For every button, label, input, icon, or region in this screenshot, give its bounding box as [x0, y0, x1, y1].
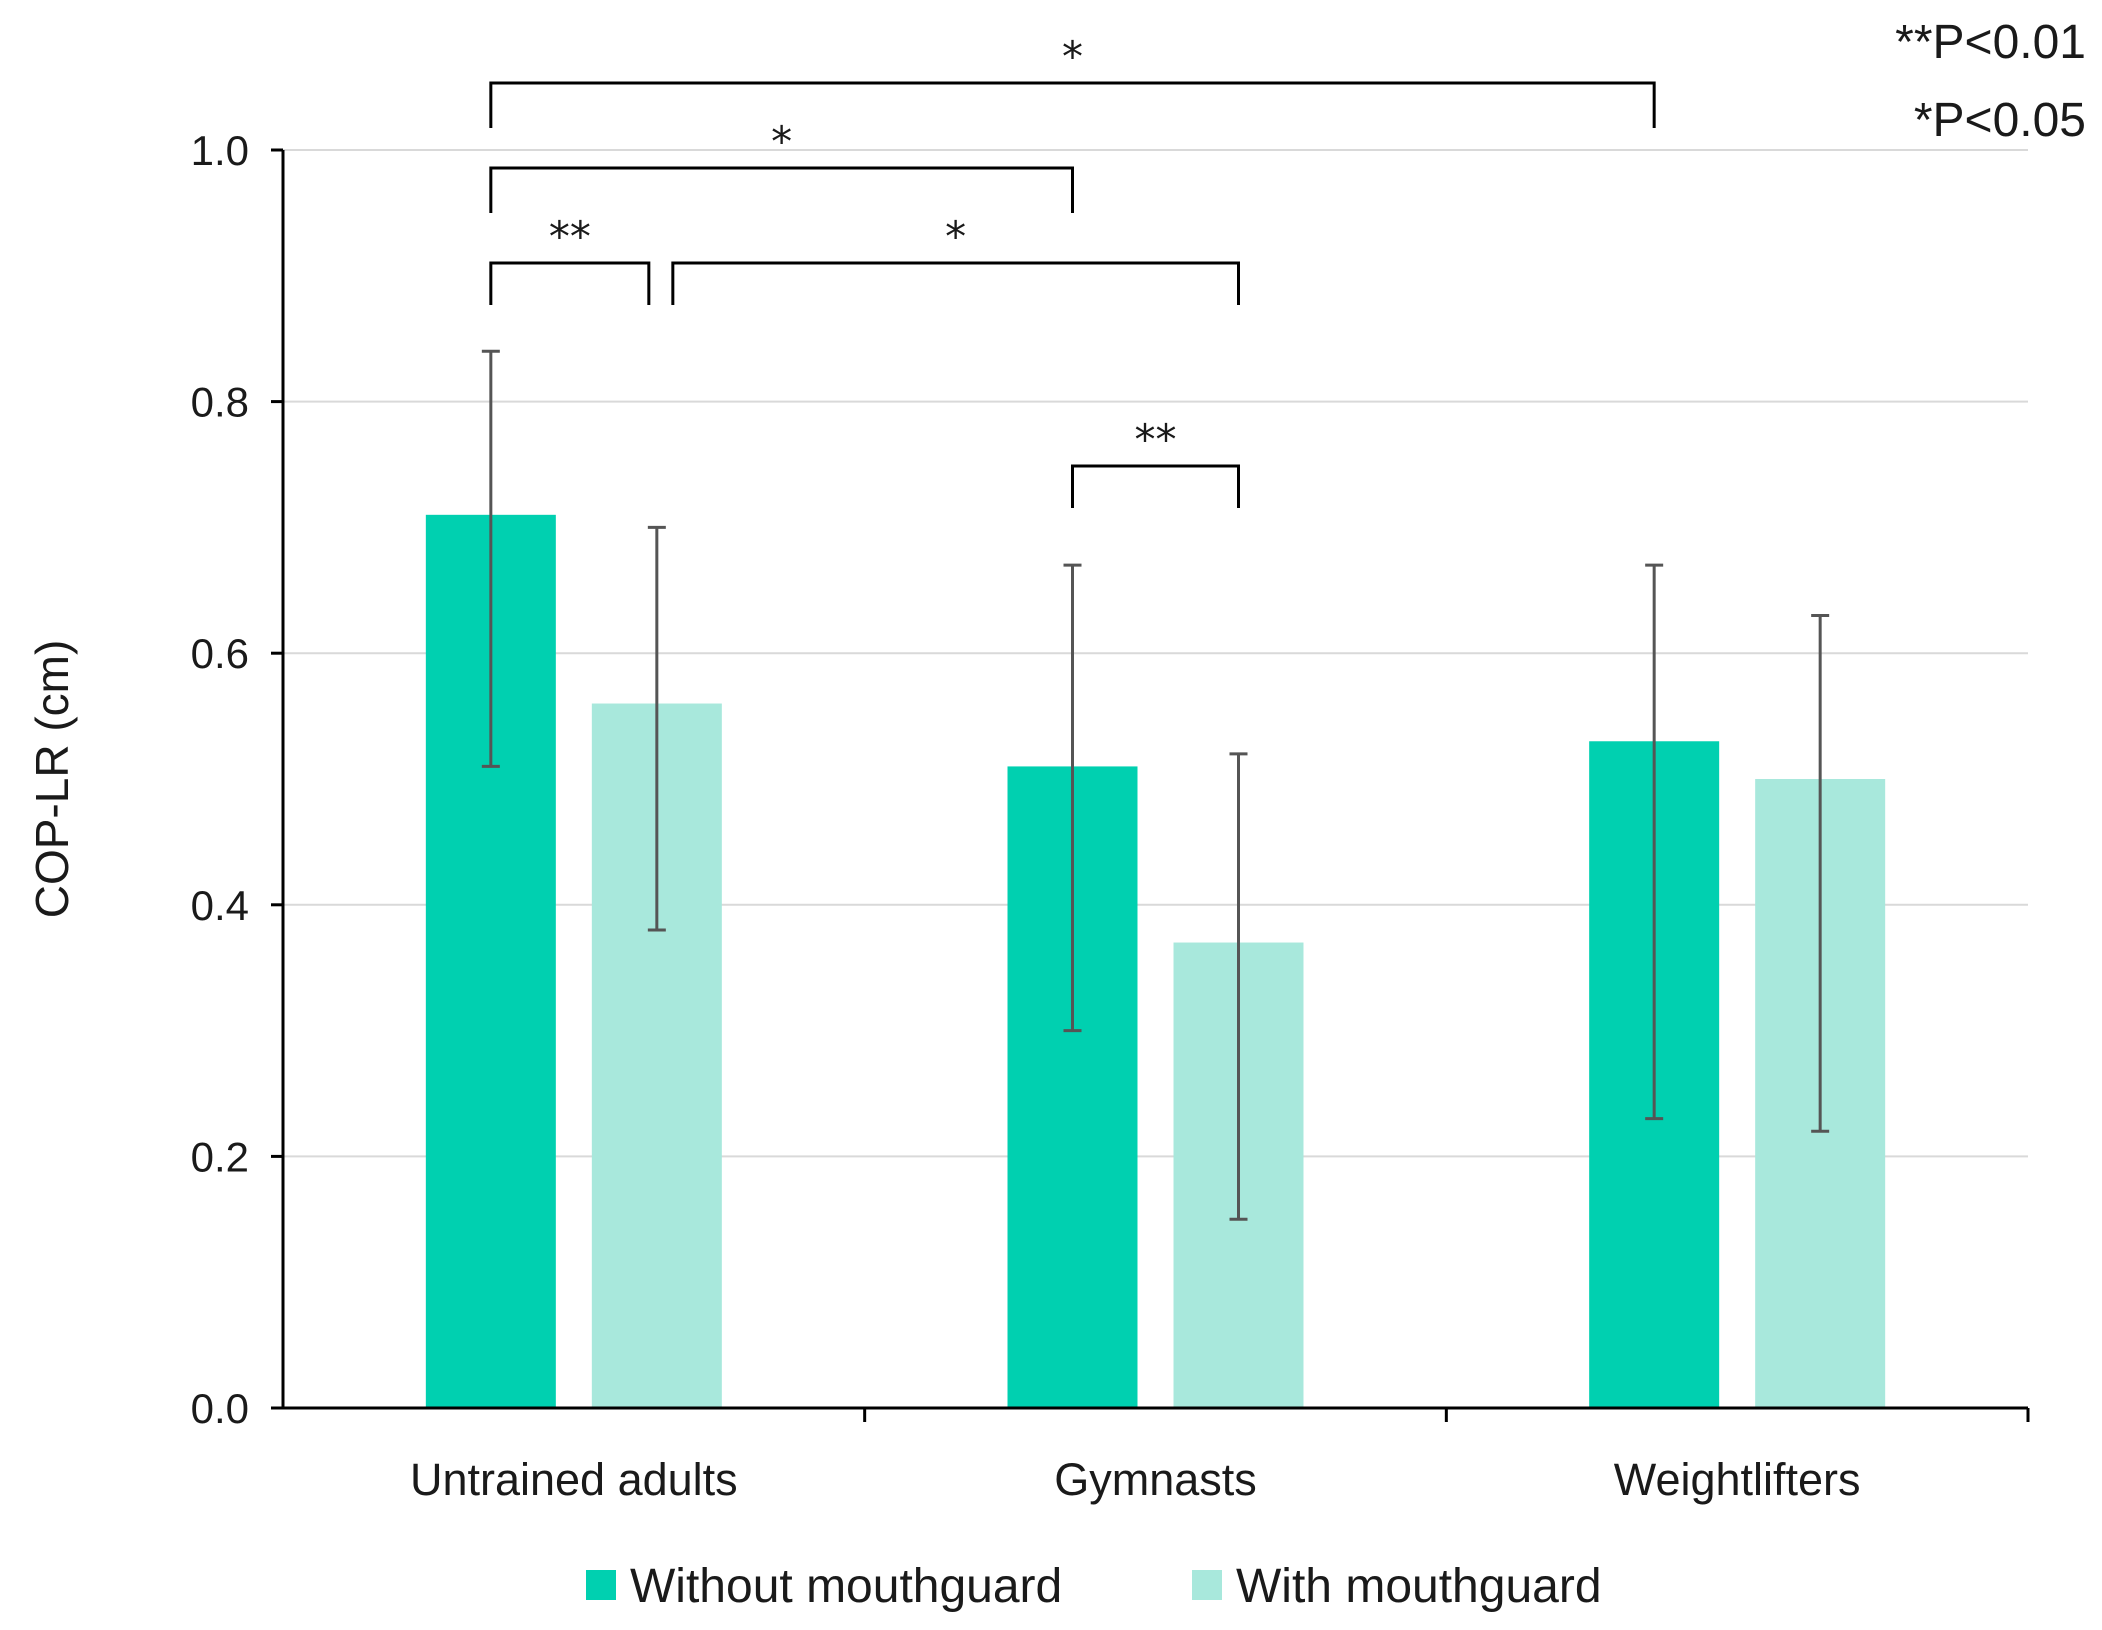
significance-bracket: [489, 81, 1656, 128]
y-tick-label: 1.0: [191, 127, 249, 174]
p-value-notes: **P<0.01 *P<0.05: [1895, 16, 2086, 147]
significance-label: *: [945, 212, 966, 261]
legend: Without mouthguard With mouthguard: [586, 1560, 1602, 1613]
significance-bracket: [671, 261, 1240, 305]
significance-brackets: **** ***: [489, 32, 1656, 508]
error-bars: [481, 349, 1830, 1221]
y-tick-label: 0.2: [191, 1133, 249, 1180]
significance-label: *: [771, 117, 792, 166]
legend-swatch-without: [586, 1570, 616, 1600]
p-note-double: **P<0.01: [1895, 16, 2086, 69]
y-axis-title: COP-LR (cm): [26, 640, 78, 919]
y-tick-label: 0.0: [191, 1385, 249, 1432]
y-tick-label: 0.8: [191, 379, 249, 426]
legend-label-without: Without mouthguard: [630, 1560, 1062, 1613]
significance-bracket: [1071, 464, 1240, 508]
x-tick-labels: Untrained adults Gymnasts Weightlifters: [410, 1454, 1861, 1505]
legend-swatch-with: [1192, 1570, 1222, 1600]
y-tick-label: 0.6: [191, 630, 249, 677]
significance-label: *: [1062, 32, 1083, 81]
axes: [281, 150, 2030, 1422]
legend-label-with: With mouthguard: [1236, 1560, 1602, 1613]
significance-label: **: [549, 212, 591, 261]
bars: [425, 514, 1886, 1408]
gridlines: [271, 148, 2028, 1410]
x-tick-label: Weightlifters: [1614, 1454, 1861, 1505]
significance-bracket: [489, 166, 1074, 213]
y-tick-labels: 0.0 0.2 0.4 0.6 0.8 1.0: [191, 127, 249, 1432]
y-tick-label: 0.4: [191, 882, 249, 929]
x-tick-label: Untrained adults: [410, 1454, 738, 1505]
significance-bracket: [489, 261, 651, 305]
significance-label: **: [1135, 415, 1177, 464]
x-tick-label: Gymnasts: [1054, 1454, 1257, 1505]
p-note-single: *P<0.05: [1914, 94, 2086, 147]
